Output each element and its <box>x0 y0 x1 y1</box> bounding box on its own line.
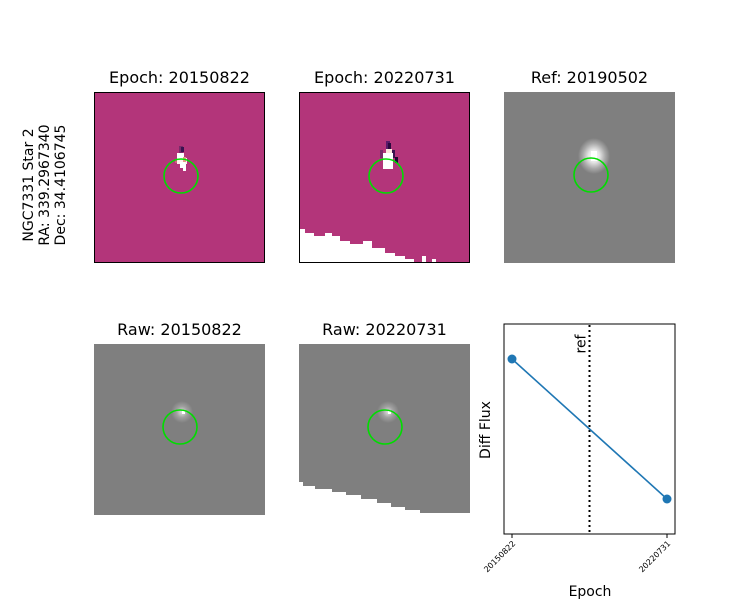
raw2-title: Raw: 20220731 <box>322 320 447 339</box>
data-point <box>507 354 517 364</box>
x-axis-label: Epoch <box>569 584 612 600</box>
target-ra: RA: 339.2967340 <box>37 124 53 246</box>
diff-image-epoch2 <box>299 92 470 263</box>
y-axis-label: Diff Flux <box>478 401 494 459</box>
x-tick-label: 20220731 <box>637 539 672 574</box>
target-dec: Dec: 34.4106745 <box>53 124 69 246</box>
ref-title: Ref: 20190502 <box>530 68 649 87</box>
x-tick-label: 20150822 <box>482 539 517 574</box>
diff-image-epoch1 <box>94 92 265 263</box>
raw-image-epoch1 <box>94 344 265 515</box>
diff-flux-chart: ref 20150822 20220731 Diff Flux Epoch <box>478 323 676 600</box>
chart-axes-frame <box>503 323 676 535</box>
target-label: NGC7331 Star 2 RA: 339.2967340 Dec: 34.4… <box>6 100 84 270</box>
raw1-title: Raw: 20150822 <box>117 320 242 339</box>
raw-image-epoch2 <box>299 344 470 515</box>
diff2-title: Epoch: 20220731 <box>314 68 455 87</box>
data-point <box>662 494 672 504</box>
ref-line-label: ref <box>574 333 590 353</box>
target-name: NGC7331 Star 2 <box>21 128 37 242</box>
diff1-title: Epoch: 20150822 <box>109 68 250 87</box>
reference-image <box>504 92 675 263</box>
series-line <box>511 358 668 500</box>
